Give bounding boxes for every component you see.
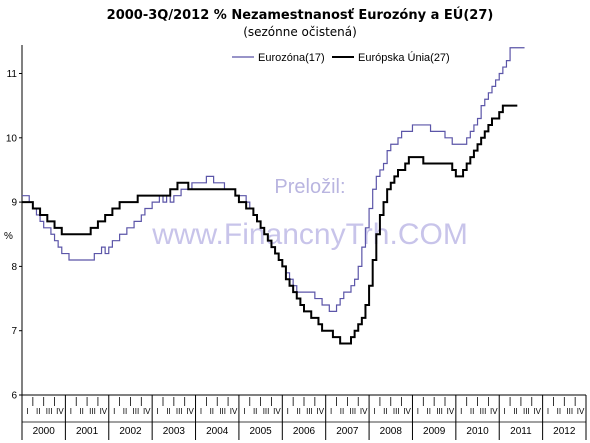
y-tick-label: 9: [11, 198, 17, 209]
quarter-tick-label: III: [89, 407, 96, 416]
watermark-line-2: www.FinancnyTrh.COM: [151, 218, 468, 251]
year-tick-label: 2007: [336, 426, 359, 437]
quarter-tick-label: IV: [360, 407, 368, 416]
quarter-tick-label: II: [36, 407, 40, 416]
quarter-tick-label: IV: [100, 407, 108, 416]
quarter-tick-label: II: [470, 407, 474, 416]
quarter-tick-label: III: [306, 407, 313, 416]
year-tick-label: 2004: [206, 426, 229, 437]
watermark: Preložil: www.FinancnyTrh.COM: [151, 176, 468, 251]
year-tick-label: 2009: [423, 426, 446, 437]
quarter-tick-label: III: [349, 407, 356, 416]
quarter-tick-label: II: [427, 407, 431, 416]
year-tick-label: 2011: [510, 426, 532, 437]
quarter-tick-label: IV: [273, 407, 281, 416]
y-tick-label: 6: [11, 391, 17, 402]
year-tick-label: 2006: [293, 426, 316, 437]
series-line-eurozone: [22, 47, 525, 313]
quarter-tick-label: III: [219, 407, 226, 416]
quarter-tick-label: III: [263, 407, 270, 416]
y-axis-label: %: [4, 231, 13, 242]
plot-frame: [21, 45, 586, 396]
quarter-tick-label: I: [26, 407, 28, 416]
quarter-tick-label: II: [296, 407, 300, 416]
quarter-tick-label: IV: [186, 407, 194, 416]
year-tick-label: 2001: [76, 426, 99, 437]
quarter-tick-label: III: [436, 407, 443, 416]
quarter-tick-label: IV: [230, 407, 238, 416]
quarter-tick-label: II: [123, 407, 127, 416]
quarter-tick-label: IV: [56, 407, 64, 416]
legend-label: Európska Únia(27): [358, 51, 450, 64]
quarter-tick-label: I: [417, 407, 419, 416]
quarter-tick-label: IV: [143, 407, 151, 416]
quarter-tick-label: II: [210, 407, 214, 416]
quarter-tick-label: II: [383, 407, 387, 416]
legend: Eurozóna(17) Európska Únia(27): [232, 51, 450, 64]
quarter-tick-label: I: [287, 407, 289, 416]
quarter-tick-label: III: [176, 407, 183, 416]
quarter-tick-label: II: [166, 407, 170, 416]
quarter-tick-label: I: [330, 407, 332, 416]
series-line-eu27: [22, 104, 518, 345]
y-tick-label: 7: [11, 326, 17, 337]
series-lines: [22, 47, 525, 345]
quarter-tick-label: III: [523, 407, 530, 416]
year-tick-label: 2005: [249, 426, 272, 437]
quarter-tick-label: III: [393, 407, 400, 416]
quarter-tick-label: II: [79, 407, 83, 416]
quarter-tick-label: I: [504, 407, 506, 416]
year-tick-label: 2012: [553, 426, 576, 437]
y-tick-label: 10: [6, 133, 18, 144]
year-tick-label: 2008: [380, 426, 403, 437]
quarter-tick-label: III: [566, 407, 573, 416]
quarter-tick-label: I: [243, 407, 245, 416]
year-tick-label: 2002: [119, 426, 142, 437]
quarter-tick-label: IV: [490, 407, 498, 416]
quarter-tick-label: I: [200, 407, 202, 416]
quarter-tick-label: I: [113, 407, 115, 416]
quarter-tick-label: I: [460, 407, 462, 416]
quarter-tick-label: IV: [447, 407, 455, 416]
year-tick-label: 2010: [466, 426, 489, 437]
quarter-tick-label: IV: [533, 407, 541, 416]
chart-subtitle: (sezónne očistená): [243, 25, 357, 39]
watermark-line-1: Preložil:: [274, 176, 345, 198]
year-tick-label: 2003: [163, 426, 186, 437]
quarter-tick-label: II: [557, 407, 561, 416]
quarter-tick-label: II: [513, 407, 517, 416]
legend-label: Eurozóna(17): [258, 52, 325, 64]
quarter-tick-label: II: [253, 407, 257, 416]
y-tick-label: 8: [11, 262, 17, 273]
quarter-tick-label: III: [133, 407, 140, 416]
quarter-tick-label: IV: [316, 407, 324, 416]
quarter-tick-label: IV: [577, 407, 585, 416]
quarter-tick-label: III: [480, 407, 487, 416]
quarter-tick-label: II: [340, 407, 344, 416]
year-tick-label: 2000: [33, 426, 56, 437]
quarter-tick-label: I: [373, 407, 375, 416]
chart-title: 2000-3Q/2012 % Nezamestnanosť Eurozóny a…: [107, 7, 494, 23]
quarter-tick-label: III: [46, 407, 53, 416]
quarter-tick-label: I: [156, 407, 158, 416]
quarter-tick-label: I: [70, 407, 72, 416]
quarter-tick-label: I: [547, 407, 549, 416]
y-ticks: 6 7 8 9 10 11: [6, 69, 22, 402]
y-tick-label: 11: [7, 69, 18, 80]
quarter-tick-label: IV: [403, 407, 411, 416]
